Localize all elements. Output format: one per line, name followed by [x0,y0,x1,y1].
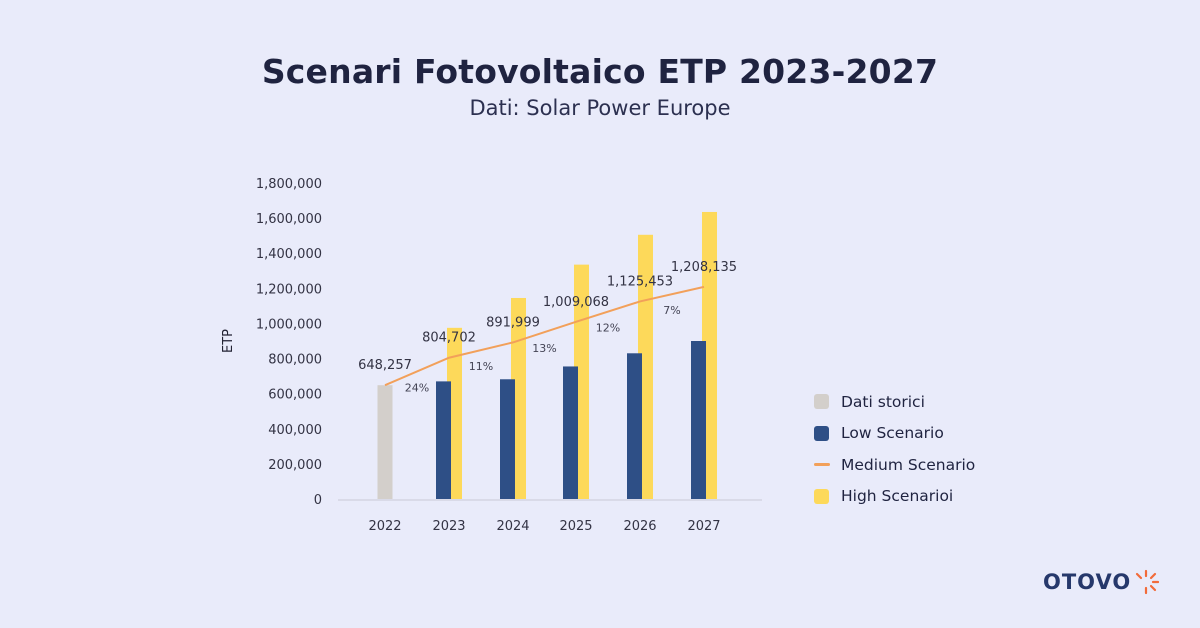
sun-burst-icon [1136,569,1160,595]
legend-label: Low Scenario [841,424,944,443]
medium-data-label: 891,999 [486,315,540,330]
legend-item: Dati storici [814,386,975,418]
medium-data-label: 1,125,453 [607,274,673,289]
legend-item: Medium Scenario [814,449,975,481]
legend-color-swatch [814,394,829,410]
x-tick-label: 2026 [623,519,656,534]
bar-low-scenario [500,379,515,499]
brand-name: OTOVO [1043,570,1132,594]
medium-data-label: 648,257 [358,358,412,373]
legend-label: Dati storici [841,392,925,411]
growth-rate-label: 7% [663,304,680,317]
y-tick-label: 1,800,000 [256,177,322,192]
legend-item: High Scenarioi [814,481,975,513]
x-tick-label: 2022 [368,519,401,534]
medium-data-label: 1,208,135 [671,260,737,275]
x-tick-label: 2025 [559,519,592,534]
chart-title: Scenari Fotovoltaico ETP 2023-2027 [261,52,939,91]
growth-rate-label: 13% [532,342,556,355]
bar-low-scenario [691,341,706,499]
legend-label: Medium Scenario [841,455,976,474]
y-tick-label: 1,400,000 [256,247,322,262]
y-tick-label: 0 [314,493,322,508]
x-tick-label: 2024 [496,519,529,534]
bar-low-scenario [627,353,642,499]
bar-historic [377,385,393,499]
y-tick-label: 800,000 [268,353,322,368]
bar-low-scenario [436,381,451,499]
chart-legend: Dati storici Low Scenario Medium Scenario H… [814,386,975,512]
x-tick-label: 2027 [687,519,720,534]
legend-item: Low Scenario [814,418,975,450]
chart-subtitle: Dati: Solar Power Europe [469,96,731,120]
legend-color-swatch [814,425,829,441]
y-tick-label: 1,600,000 [256,212,322,227]
medium-data-label: 804,702 [422,331,476,346]
y-tick-label: 400,000 [268,423,322,438]
medium-scenario-line [384,285,705,387]
growth-rate-label: 24% [405,381,429,394]
x-tick-label: 2023 [432,519,465,534]
y-tick-label: 200,000 [268,458,322,473]
brand-logo: OTOVO [1043,569,1160,595]
legend-label: High Scenarioi [841,487,954,506]
y-axis-label: ETP [221,329,236,353]
y-tick-label: 1,200,000 [256,282,322,297]
legend-line-swatch [814,463,830,467]
y-tick-label: 600,000 [268,388,322,403]
growth-rate-label: 11% [469,360,493,373]
medium-data-label: 1,009,068 [543,295,609,310]
growth-rate-label: 12% [596,322,620,335]
bar-low-scenario [563,366,578,499]
legend-color-swatch [814,488,829,504]
y-tick-label: 1,000,000 [256,317,322,332]
